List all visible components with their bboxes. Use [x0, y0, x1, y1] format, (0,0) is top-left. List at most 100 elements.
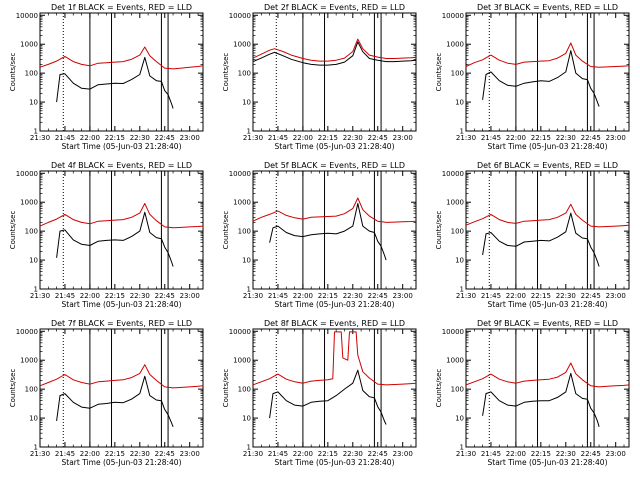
x-tick-label: 22:45 — [368, 134, 388, 142]
y-tick-label: 10 — [242, 415, 251, 423]
y-tick-label: 100 — [238, 70, 251, 78]
y-tick-label: 100 — [238, 386, 251, 394]
x-tick-label: 22:30 — [130, 134, 150, 142]
y-axis-label: Counts/sec — [9, 53, 17, 92]
y-tick-label: 1 — [460, 286, 464, 294]
y-tick-label: 10 — [242, 257, 251, 265]
series-events-line — [269, 369, 387, 425]
plot-frame — [465, 328, 630, 448]
y-tick-label: 1000 — [20, 199, 38, 207]
x-tick-label: 21:30 — [456, 134, 476, 142]
plot-frame — [252, 170, 417, 290]
series-lld-line — [39, 46, 204, 70]
y-axis-label: Counts/sec — [435, 211, 443, 250]
x-tick-label: 21:30 — [30, 450, 50, 458]
x-tick-label: 21:30 — [30, 292, 50, 300]
x-tick-label: 22:00 — [506, 134, 526, 142]
series-lld-line — [252, 38, 417, 62]
y-tick-label: 10000 — [229, 328, 251, 336]
panel-title: Det 6f BLACK = Events, RED = LLD — [477, 161, 618, 170]
y-tick-label: 10 — [29, 257, 38, 265]
x-tick-label: 22:45 — [368, 292, 388, 300]
x-tick-label: 22:30 — [343, 450, 363, 458]
y-tick-label: 100 — [25, 70, 38, 78]
x-tick-label: 22:30 — [130, 292, 150, 300]
x-tick-label: 22:15 — [318, 292, 338, 300]
series-events-line — [56, 375, 174, 427]
x-tick-label: 22:30 — [556, 450, 576, 458]
x-tick-label: 23:00 — [606, 134, 626, 142]
panel-title: Det 4f BLACK = Events, RED = LLD — [51, 161, 192, 170]
x-tick-label: 21:30 — [456, 450, 476, 458]
y-tick-label: 10000 — [442, 328, 464, 336]
x-tick-label: 21:45 — [55, 292, 75, 300]
x-tick-label: 22:00 — [506, 450, 526, 458]
x-tick-label: 22:15 — [105, 134, 125, 142]
x-tick-label: 21:45 — [55, 134, 75, 142]
y-tick-label: 10000 — [16, 12, 38, 20]
y-tick-label: 1000 — [446, 41, 464, 49]
panel-title: Det 7f BLACK = Events, RED = LLD — [51, 319, 192, 328]
y-axis-label: Counts/sec — [435, 53, 443, 92]
x-tick-label: 22:45 — [581, 134, 601, 142]
x-tick-label: 21:45 — [268, 450, 288, 458]
y-tick-label: 10000 — [229, 170, 251, 178]
x-tick-label: 22:15 — [531, 134, 551, 142]
x-tick-label: 22:30 — [343, 292, 363, 300]
y-tick-label: 1000 — [446, 357, 464, 365]
x-tick-label: 21:45 — [481, 450, 501, 458]
panel-2: Det 2f BLACK = Events, RED = LLD 1 10 100 10… — [222, 3, 417, 151]
x-tick-label: 22:30 — [556, 134, 576, 142]
y-tick-label: 10000 — [229, 12, 251, 20]
series-events-line — [56, 211, 174, 267]
y-axis-label: Counts/sec — [9, 211, 17, 250]
panel-title: Det 3f BLACK = Events, RED = LLD — [477, 3, 618, 12]
x-tick-label: 23:00 — [180, 292, 200, 300]
panel-title: Det 8f BLACK = Events, RED = LLD — [264, 319, 405, 328]
x-tick-label: 21:45 — [268, 134, 288, 142]
y-axis-label: Counts/sec — [9, 369, 17, 408]
x-tick-label: 21:45 — [268, 292, 288, 300]
x-tick-label: 22:15 — [105, 450, 125, 458]
x-tick-label: 23:00 — [393, 450, 413, 458]
x-tick-label: 21:45 — [481, 134, 501, 142]
x-tick-label: 21:45 — [55, 450, 75, 458]
series-events-line — [482, 372, 600, 427]
panel-8: Det 8f BLACK = Events, RED = LLD 1 10 100 10… — [222, 319, 417, 467]
series-events-line — [269, 203, 387, 261]
series-events-line — [482, 50, 600, 107]
panel-5: Det 5f BLACK = Events, RED = LLD 1 10 100 10… — [222, 161, 417, 309]
series-lld-line — [39, 203, 204, 229]
series-lld-line — [465, 42, 630, 68]
x-axis-label: Start Time (05-Jun-03 21:28:40) — [62, 142, 182, 151]
x-tick-label: 22:00 — [80, 134, 100, 142]
panel-1: Det 1f BLACK = Events, RED = LLD 1 10 100 10… — [9, 3, 204, 151]
x-tick-label: 23:00 — [393, 292, 413, 300]
y-tick-label: 1 — [247, 286, 251, 294]
y-axis-label: Counts/sec — [222, 211, 230, 250]
plot-frame — [252, 12, 417, 132]
y-tick-label: 100 — [238, 228, 251, 236]
y-tick-label: 10000 — [16, 170, 38, 178]
plot-frame — [465, 170, 630, 290]
x-tick-label: 23:00 — [180, 450, 200, 458]
x-axis-label: Start Time (05-Jun-03 21:28:40) — [275, 142, 395, 151]
x-tick-label: 22:45 — [155, 450, 175, 458]
plot-frame — [39, 170, 204, 290]
x-tick-label: 22:15 — [531, 450, 551, 458]
x-tick-label: 22:30 — [343, 134, 363, 142]
y-axis-label: Counts/sec — [222, 53, 230, 92]
y-tick-label: 10000 — [442, 12, 464, 20]
x-tick-label: 22:45 — [581, 450, 601, 458]
y-axis-label: Counts/sec — [222, 369, 230, 408]
x-tick-label: 22:15 — [531, 292, 551, 300]
y-tick-label: 1000 — [20, 41, 38, 49]
x-tick-label: 22:00 — [293, 134, 313, 142]
panel-6: Det 6f BLACK = Events, RED = LLD 1 10 100 10… — [435, 161, 630, 309]
series-events-line — [56, 56, 174, 109]
series-lld-line — [39, 364, 204, 389]
x-tick-label: 22:15 — [318, 134, 338, 142]
y-tick-label: 1 — [247, 444, 251, 452]
y-tick-label: 10 — [455, 99, 464, 107]
